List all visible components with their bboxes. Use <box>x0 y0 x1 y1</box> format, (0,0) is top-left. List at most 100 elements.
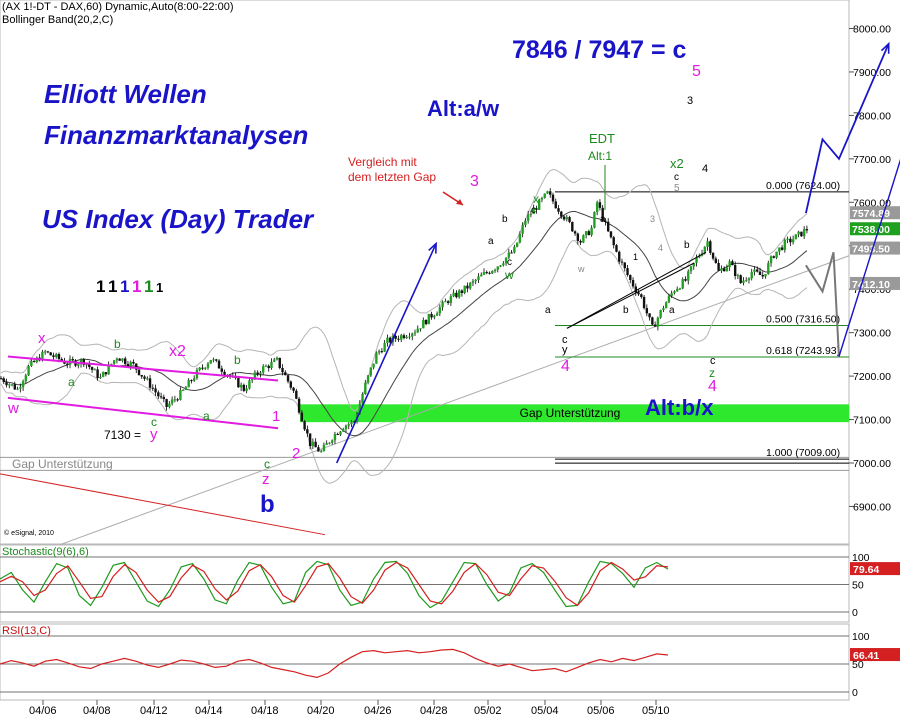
branding-line-3: US Index (Day) Trader <box>42 204 315 234</box>
candle-body <box>557 208 560 212</box>
price-axis-label: 7200.00 <box>853 371 891 383</box>
candle-body <box>769 256 773 264</box>
bollinger-header: Bollinger Band(20,2,C) <box>2 14 113 26</box>
blue-projection-target-arrow <box>880 41 890 54</box>
wave-c-black-2: c <box>531 205 536 216</box>
long-trendline <box>59 255 850 546</box>
candle-body <box>612 237 615 246</box>
candle-body <box>49 352 52 356</box>
fib-label: 0.500 (7316.50) <box>766 313 840 325</box>
candle-body <box>284 372 287 376</box>
candle-body <box>344 425 348 430</box>
candle-body <box>742 280 745 284</box>
candle-body <box>308 433 312 447</box>
candle-body <box>747 278 751 281</box>
candle-body <box>400 335 403 340</box>
candle-body <box>143 376 146 379</box>
candle-body <box>706 241 709 247</box>
candle-body <box>383 343 386 352</box>
time-axis-label: 04/28 <box>420 705 448 717</box>
candle-body <box>444 301 447 303</box>
stochastic-last-bg <box>850 562 900 576</box>
candle-body <box>620 261 624 263</box>
candle-body <box>57 354 61 360</box>
wave-4-magenta: 4 <box>561 358 570 375</box>
candle-body <box>750 271 753 279</box>
candle-body <box>262 366 265 373</box>
candle-body <box>485 272 488 274</box>
candle-body <box>736 275 740 277</box>
candle-body <box>651 317 654 325</box>
candle-body <box>300 412 304 422</box>
wave-c-green-2: c <box>264 457 270 471</box>
wave-1-black: 1 <box>633 252 638 262</box>
wave-4-grey: 4 <box>658 243 663 253</box>
candle-body <box>720 268 723 271</box>
candle-body <box>435 313 439 316</box>
rsi-last-bg <box>850 648 900 662</box>
candle-body <box>676 288 679 292</box>
wave-x2-green: x2 <box>670 156 684 171</box>
gap-support-band-label: Gap Unterstützung <box>520 406 621 420</box>
candle-body <box>41 351 44 361</box>
candle-body <box>504 257 508 264</box>
candle-body <box>132 361 135 364</box>
candle-body <box>325 443 328 445</box>
time-axis-label: 04/12 <box>140 705 168 717</box>
wave-5-magenta: 5 <box>692 63 701 80</box>
time-axis-label: 04/08 <box>83 705 111 717</box>
candle-body <box>170 399 174 404</box>
time-axis-label: 04/06 <box>29 705 57 717</box>
candle-body <box>179 390 182 400</box>
copyright: © eSignal, 2010 <box>4 529 54 537</box>
candle-body <box>482 272 486 275</box>
branding-line-1: Elliott Wellen <box>44 79 207 109</box>
price-axis-label: 7900.00 <box>853 67 891 79</box>
rsi-panel-frame <box>0 623 850 701</box>
wave-c-black-4: c <box>710 355 716 367</box>
time-axis-label: 05/06 <box>587 705 615 717</box>
candle-body <box>43 351 47 353</box>
candle-body <box>692 262 695 267</box>
channel-upper-line <box>7 355 279 382</box>
candle-body <box>538 199 541 210</box>
candle-layer <box>0 188 809 453</box>
candle-body <box>187 380 190 388</box>
candle-body <box>377 351 381 353</box>
wave-x-green: x <box>533 192 539 206</box>
candle-body <box>794 234 798 240</box>
candle-body <box>46 351 50 353</box>
candle-body <box>783 239 787 250</box>
candle-body <box>162 397 166 400</box>
rsi-series <box>0 648 669 679</box>
candle-body <box>535 208 538 210</box>
candle-body <box>303 421 306 430</box>
candle-body <box>339 431 342 435</box>
compare-gap-arrowhead <box>456 199 463 205</box>
candle-body <box>722 268 726 272</box>
candle-body <box>565 217 568 220</box>
candle-body <box>96 369 99 379</box>
candle-body <box>361 394 364 404</box>
candle-body <box>631 279 635 287</box>
candle-body <box>540 197 544 200</box>
candle-body <box>618 251 621 262</box>
candle-body <box>659 310 662 318</box>
candle-body <box>502 263 505 266</box>
candle-body <box>358 403 361 415</box>
reference-lines: Gap Unterstützung 0.000 (7624.00) 0.500 (7… <box>0 180 850 546</box>
price-tag-bg <box>850 241 900 255</box>
count-1f: 1 <box>156 280 163 295</box>
candle-body <box>745 280 748 282</box>
wave-2-magenta: 2 <box>292 445 300 462</box>
candle-body <box>761 275 764 277</box>
candle-body <box>579 240 582 243</box>
stochastic-title: Stochastic(9(6),6) <box>2 546 89 558</box>
candle-body <box>190 380 193 382</box>
price-tag-label: 7538.00 <box>852 224 890 236</box>
candle-body <box>477 276 480 281</box>
candle-body <box>549 191 552 195</box>
candle-body <box>681 279 684 289</box>
wave-c-black-3: c <box>562 334 568 346</box>
